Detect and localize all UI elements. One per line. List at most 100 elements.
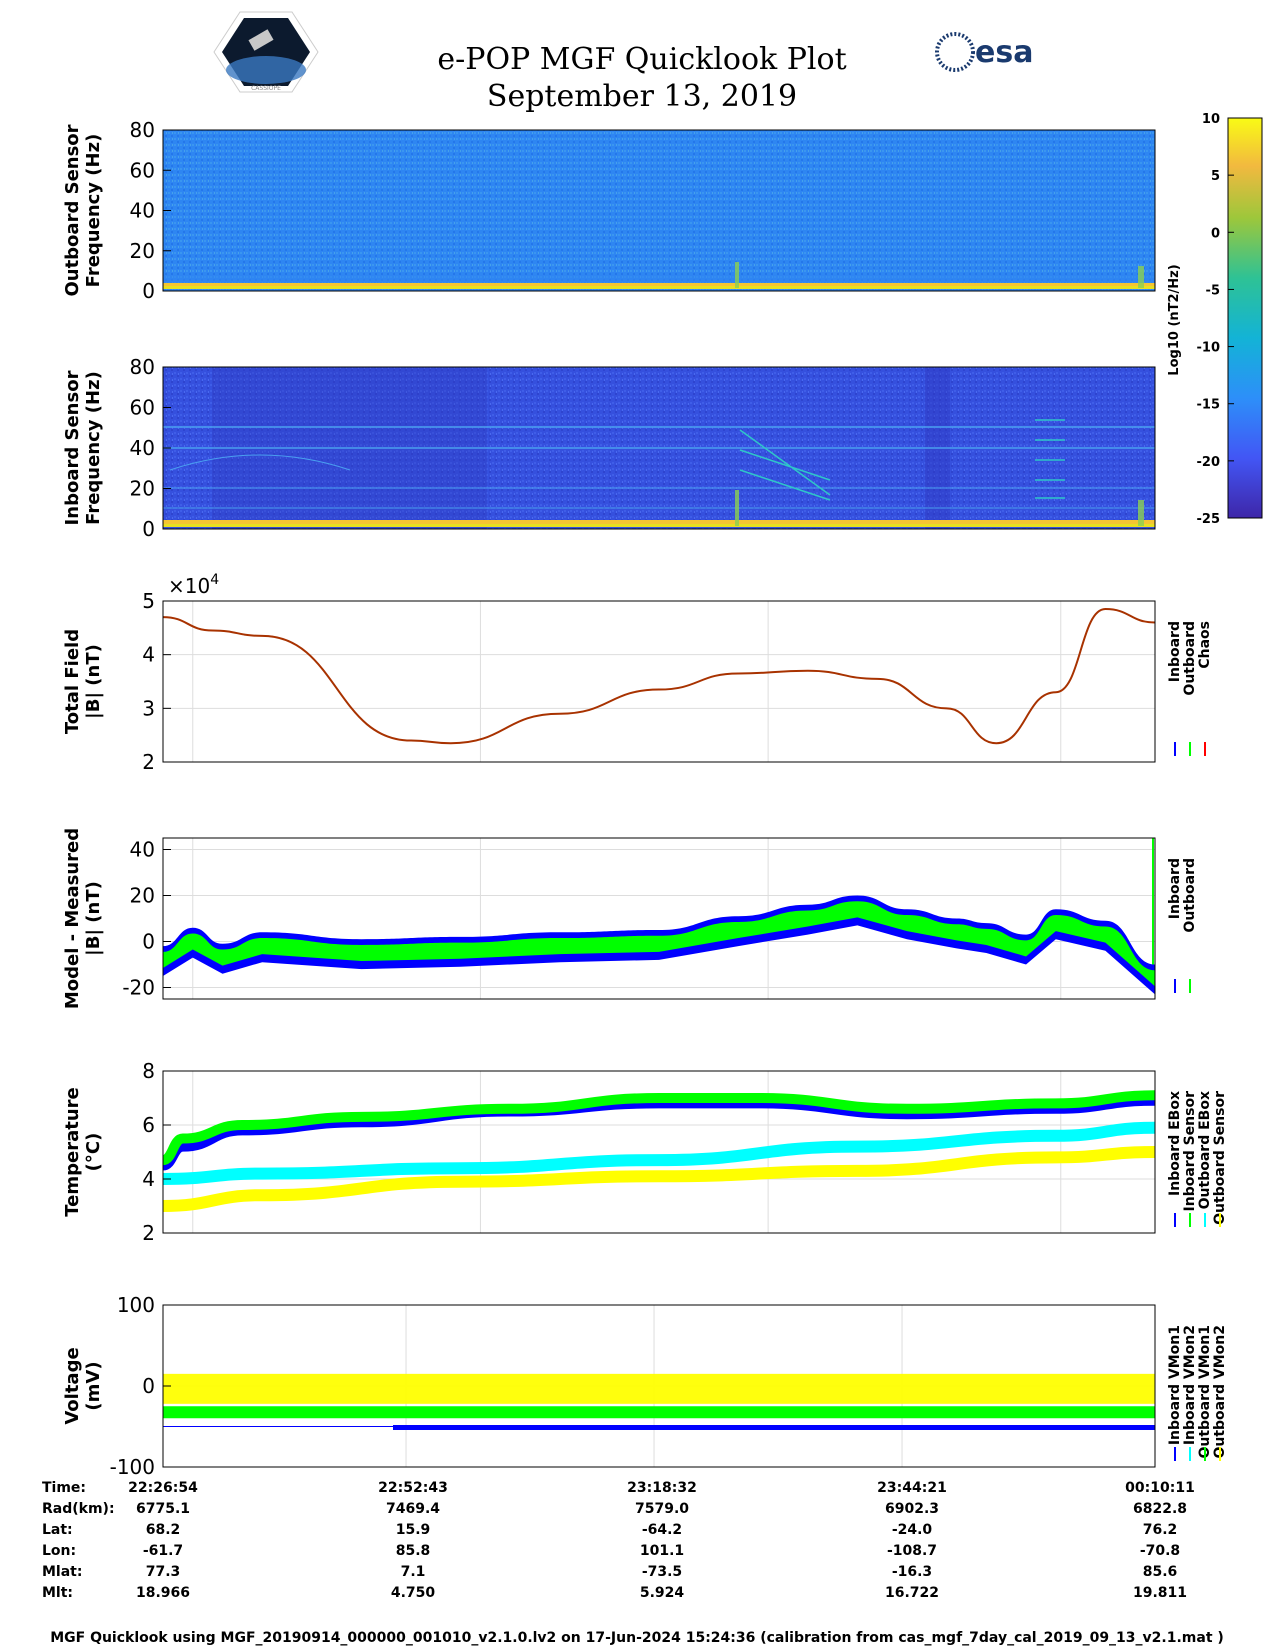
ephemeris-cell: 15.9 <box>396 1522 431 1538</box>
y-tick-label: 40 <box>130 199 155 223</box>
ephemeris-cell: -108.7 <box>887 1543 937 1559</box>
total-field-ylabel-line: |B| (nT) <box>83 644 104 719</box>
legend-entry: Outboard VMon2 <box>1212 1325 1228 1459</box>
y-tick-label: 6 <box>142 1113 155 1137</box>
legend-entry: Outboard <box>1182 858 1198 933</box>
y-tick-label: 0 <box>142 1374 155 1398</box>
temperature-series <box>162 1146 1156 1212</box>
inboard-spectrogram-ylabel-line: Frequency (Hz) <box>83 371 104 525</box>
ephemeris-row-label: Lon: <box>42 1543 76 1559</box>
legend-entry: Outboard Sensor <box>1212 1091 1228 1225</box>
colorbar-tick-label: 0 <box>1211 226 1220 241</box>
cassiope-logo-text: CASSIOPE <box>251 85 281 92</box>
page-subtitle-date: September 13, 2019 <box>487 79 797 114</box>
ephemeris-cell: 101.1 <box>640 1543 684 1559</box>
model-measured-ylabel: Model - Measured|B| (nT) <box>62 828 104 1009</box>
voltage-ylabel: Voltage(mV) <box>62 1347 104 1424</box>
legend-entry: Chaos <box>1197 621 1213 669</box>
legend-entry: Inboard VMon1 <box>1167 1325 1183 1445</box>
colorbar-tick-label: 10 <box>1202 112 1220 127</box>
y-tick-label: 100 <box>117 1293 155 1317</box>
ephemeris-cell: 16.722 <box>885 1585 939 1601</box>
ephemeris-cell: 6822.8 <box>1133 1501 1187 1517</box>
voltage-series <box>163 1373 1155 1404</box>
total-field-panel: 2 3 4 5 ×104 Inboard Outboard Chaos <box>142 572 1213 774</box>
y-tick-label: 0 <box>142 279 155 303</box>
voltage-series <box>163 1406 1155 1419</box>
ephemeris-cell: -64.2 <box>642 1522 682 1538</box>
y-tick-label: 0 <box>142 517 155 541</box>
colorbar-tick-label: -10 <box>1197 341 1221 356</box>
y-tick-label: 20 <box>130 477 155 501</box>
colorbar-tick-label: -5 <box>1206 283 1220 298</box>
temperature-ylabel: Temperature(°C) <box>62 1087 104 1216</box>
y-tick-label: 8 <box>142 1059 155 1083</box>
esa-logo: esa <box>935 32 1033 72</box>
y-tick-label: 80 <box>130 355 155 379</box>
ephemeris-cell: 6902.3 <box>885 1501 939 1517</box>
ephemeris-cell: 23:18:32 <box>627 1480 697 1496</box>
ephemeris-row-label: Time: <box>42 1480 86 1496</box>
colorbar-tick-label: -20 <box>1197 455 1221 470</box>
outboard-spectrogram-ylabel-line: Frequency (Hz) <box>83 134 104 288</box>
ephemeris-row-label: Mlt: <box>42 1585 73 1601</box>
ephemeris-row-label: Lat: <box>42 1522 73 1538</box>
y-tick-label: 4 <box>142 1167 155 1191</box>
ephemeris-cell: 7469.4 <box>386 1501 440 1517</box>
model-measured-ylabel-line: Model - Measured <box>62 828 83 1009</box>
ephemeris-cell: 22:26:54 <box>128 1480 198 1496</box>
total-field-ylabel: Total Field|B| (nT) <box>62 629 104 734</box>
inboard-spectrogram-ylabel-line: Inboard Sensor <box>62 370 83 525</box>
temperature-series <box>161 1090 1156 1166</box>
legend-entry: Outboard <box>1182 621 1198 696</box>
colorbar-label: Log10 (nT2/Hz) <box>1167 264 1182 375</box>
ephemeris-row-label: Rad(km): <box>42 1501 115 1517</box>
temperature-panel: 2 4 6 8 Inboard EBox Inboard Sensor Outboard E… <box>142 1059 1228 1245</box>
model-measured-panel: -20 0 20 40 Inboard Outboard <box>122 837 1198 1000</box>
ephemeris-cell: 00:10:11 <box>1125 1480 1195 1496</box>
ephemeris-table: Time: Rad(km): Lat: Lon: Mlat: Mlt: 22:26:54 67… <box>42 1480 1195 1601</box>
axes-frame <box>162 837 1156 1000</box>
y-tick-label: 80 <box>130 118 155 142</box>
y-exponent-power: 4 <box>210 572 219 588</box>
ephemeris-cell: -16.3 <box>892 1564 932 1580</box>
ephemeris-cell: 85.8 <box>396 1543 431 1559</box>
colorbar-tick-label: -25 <box>1197 512 1221 527</box>
ephemeris-cell: 19.811 <box>1133 1585 1187 1601</box>
y-exponent: ×104 <box>168 572 219 598</box>
y-tick-label: 3 <box>142 696 155 720</box>
ephemeris-row-label: Mlat: <box>42 1564 82 1580</box>
temperature-ylabel-line: Temperature <box>62 1087 83 1216</box>
y-tick-label: 60 <box>130 396 155 420</box>
inboard-spectrogram-panel: 0 20 40 60 80 <box>130 355 1156 541</box>
ephemeris-cell: 77.3 <box>146 1564 181 1580</box>
temperature-ylabel-line: (°C) <box>83 1133 104 1172</box>
ephemeris-cell: 22:52:43 <box>378 1480 448 1496</box>
y-tick-label: -100 <box>110 1455 155 1479</box>
y-tick-label: 40 <box>130 838 155 862</box>
ephemeris-cell: 5.924 <box>640 1585 685 1601</box>
ephemeris-cell: 18.966 <box>136 1585 190 1601</box>
outboard-band <box>163 901 1155 987</box>
axis-labels: Outboard SensorFrequency (Hz) Inboard Sen… <box>62 124 104 1424</box>
ephemeris-cell: 23:44:21 <box>877 1480 947 1496</box>
y-tick-label: 60 <box>130 158 155 182</box>
ephemeris-cell: 76.2 <box>1143 1522 1178 1538</box>
ephemeris-cell: -73.5 <box>642 1564 682 1580</box>
legend-entry: Inboard Sensor <box>1182 1091 1198 1212</box>
y-tick-label: 5 <box>142 589 155 613</box>
y-tick-label: 20 <box>130 884 155 908</box>
ephemeris-cell: -24.0 <box>892 1522 933 1538</box>
total-field-curve <box>162 608 1156 745</box>
axes-frame <box>162 1070 1156 1234</box>
outboard-spectrogram-ylabel: Outboard SensorFrequency (Hz) <box>62 124 104 296</box>
temperature-series <box>162 1121 1156 1185</box>
y-tick-label: 20 <box>130 239 155 263</box>
y-tick-label: -20 <box>122 976 155 1000</box>
legend-entry: Outboard EBox <box>1197 1091 1213 1209</box>
legend-entry: Inboard <box>1167 858 1183 919</box>
legend-entry: Inboard <box>1167 621 1183 682</box>
ephemeris-cell: 6775.1 <box>136 1501 190 1517</box>
